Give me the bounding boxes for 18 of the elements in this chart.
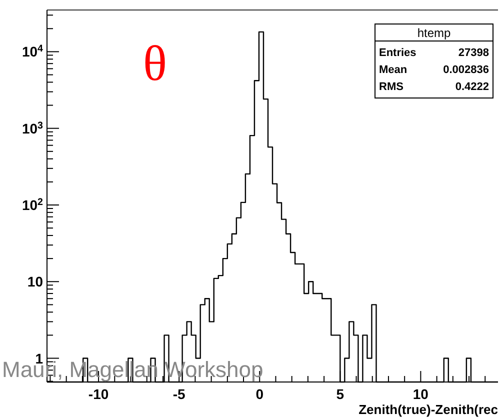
annotation: 0.4222 <box>455 81 489 93</box>
annotation: 0.002836 <box>443 64 489 76</box>
x-tick-label: 0 <box>256 386 264 402</box>
x-tick-label: 5 <box>336 386 344 402</box>
x-tick-label: -10 <box>88 386 109 402</box>
annotation: Mean <box>379 64 408 76</box>
annotation: θ <box>143 35 167 91</box>
annotation: Entries <box>379 47 416 59</box>
y-tick-label: 10$^{4}$ <box>22 43 44 60</box>
annotation: RMS <box>379 81 404 93</box>
y-tick-label: 10$^{3}$ <box>22 120 44 136</box>
annotation: 27398 <box>458 47 489 59</box>
x-axis-title: Zenith(true)-Zenith(rec <box>358 402 498 417</box>
x-tick-label: -5 <box>172 386 186 402</box>
y-tick-label: 10$^{2}$ <box>22 196 44 213</box>
x-tick-label: 10 <box>412 386 429 402</box>
y-tick-label: 10 <box>27 274 44 290</box>
annotation: htemp <box>417 26 451 40</box>
